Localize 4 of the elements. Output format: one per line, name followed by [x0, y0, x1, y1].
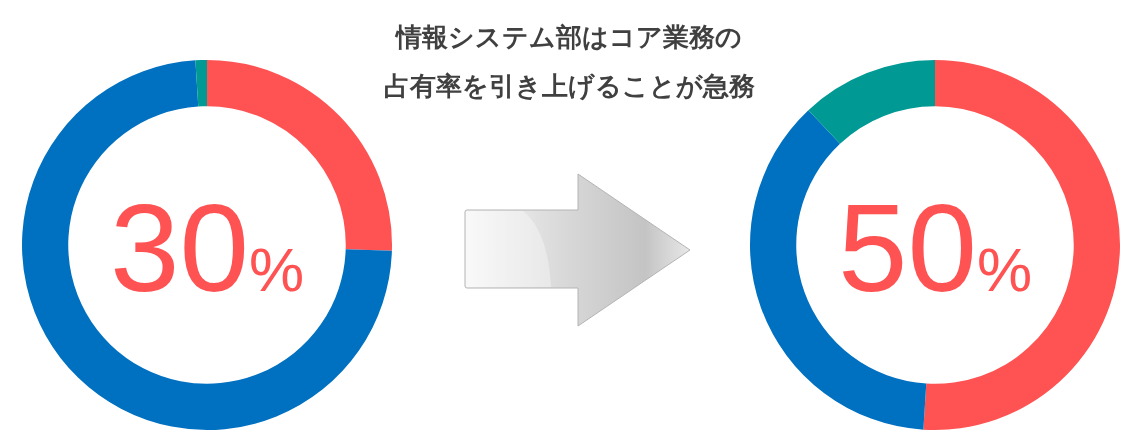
text: 50% [837, 178, 1033, 317]
text: 30% [109, 178, 305, 317]
text: 占有率を引き上げることが急務 [382, 70, 756, 103]
text: 情報システム部はコア業務の [394, 21, 743, 54]
